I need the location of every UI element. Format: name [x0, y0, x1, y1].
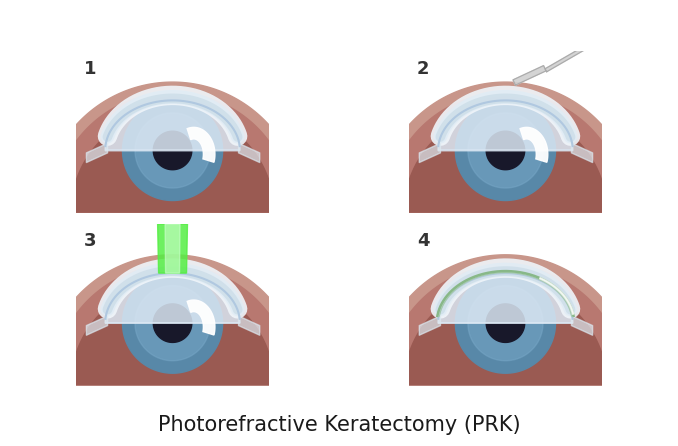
Polygon shape [520, 128, 548, 162]
Polygon shape [437, 271, 574, 316]
Polygon shape [165, 224, 180, 273]
Polygon shape [376, 82, 635, 212]
Polygon shape [53, 265, 292, 385]
Polygon shape [105, 273, 240, 323]
Polygon shape [157, 224, 188, 273]
Polygon shape [456, 100, 555, 201]
Polygon shape [187, 128, 215, 162]
Polygon shape [43, 82, 302, 212]
Text: 3: 3 [84, 232, 96, 250]
Polygon shape [135, 285, 210, 361]
Text: 2: 2 [417, 60, 429, 78]
Polygon shape [386, 92, 625, 212]
Text: 1: 1 [84, 60, 96, 78]
Polygon shape [105, 100, 240, 150]
Polygon shape [123, 100, 222, 201]
Polygon shape [123, 273, 222, 373]
Polygon shape [376, 255, 635, 385]
Polygon shape [71, 283, 274, 385]
Polygon shape [545, 42, 593, 72]
Polygon shape [404, 111, 607, 212]
Polygon shape [71, 111, 274, 212]
Polygon shape [468, 113, 543, 188]
Polygon shape [53, 92, 292, 212]
Polygon shape [135, 113, 210, 188]
Polygon shape [456, 273, 555, 373]
Text: 4: 4 [417, 232, 429, 250]
Polygon shape [486, 304, 525, 343]
Polygon shape [438, 100, 573, 150]
Polygon shape [43, 255, 302, 385]
Polygon shape [540, 277, 574, 314]
Polygon shape [386, 265, 625, 385]
Polygon shape [153, 304, 192, 343]
Polygon shape [486, 131, 525, 170]
Polygon shape [468, 285, 543, 361]
Polygon shape [404, 283, 607, 385]
Polygon shape [513, 66, 546, 85]
Polygon shape [153, 131, 192, 170]
Polygon shape [438, 273, 573, 323]
Text: Photorefractive Keratectomy (PRK): Photorefractive Keratectomy (PRK) [158, 415, 520, 434]
Polygon shape [187, 300, 215, 335]
